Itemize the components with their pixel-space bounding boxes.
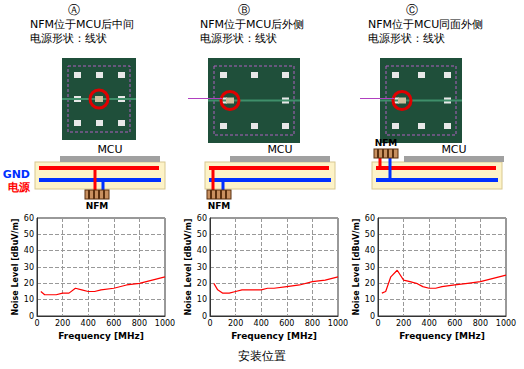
svg-text:Frequency [MHz]: Frequency [MHz] <box>58 331 144 341</box>
svg-text:400: 400 <box>81 319 96 328</box>
svg-text:安装位置: 安装位置 <box>238 349 286 363</box>
svg-text:1000: 1000 <box>496 319 516 328</box>
svg-text:NFM: NFM <box>375 138 398 148</box>
svg-text:NFM: NFM <box>86 201 109 211</box>
svg-text:20: 20 <box>365 279 375 288</box>
svg-text:电源: 电源 <box>8 181 31 194</box>
svg-text:200: 200 <box>55 319 70 328</box>
svg-text:10: 10 <box>365 295 375 304</box>
svg-text:50: 50 <box>24 230 34 239</box>
svg-text:Frequency [MHz]: Frequency [MHz] <box>399 331 485 341</box>
svg-text:600: 600 <box>106 319 121 328</box>
svg-text:200: 200 <box>396 319 411 328</box>
svg-text:800: 800 <box>132 319 147 328</box>
svg-text:Noise Level [dBuV/m]: Noise Level [dBuV/m] <box>352 219 361 316</box>
svg-text:MCU: MCU <box>441 143 466 156</box>
svg-text:0: 0 <box>34 319 39 328</box>
svg-text:30: 30 <box>24 263 34 272</box>
svg-text:1000: 1000 <box>155 319 175 328</box>
svg-text:Ⓐ: Ⓐ <box>68 3 80 17</box>
svg-text:40: 40 <box>365 246 375 255</box>
svg-text:40: 40 <box>197 246 207 255</box>
svg-text:10: 10 <box>197 295 207 304</box>
svg-text:800: 800 <box>305 319 320 328</box>
svg-text:10: 10 <box>24 295 34 304</box>
svg-text:0: 0 <box>29 312 34 321</box>
svg-text:400: 400 <box>254 319 269 328</box>
svg-text:30: 30 <box>197 263 207 272</box>
svg-text:MCU: MCU <box>97 143 122 156</box>
svg-text:电源形状：线状: 电源形状：线状 <box>368 32 445 45</box>
svg-text:60: 60 <box>197 214 207 223</box>
svg-text:0: 0 <box>207 319 212 328</box>
svg-text:1000: 1000 <box>328 319 348 328</box>
svg-text:800: 800 <box>473 319 488 328</box>
svg-text:NFM位于MCU同面外侧: NFM位于MCU同面外侧 <box>368 18 483 31</box>
svg-text:50: 50 <box>365 230 375 239</box>
svg-text:电源形状：线状: 电源形状：线状 <box>200 32 277 45</box>
svg-text:电源形状：线状: 电源形状：线状 <box>30 32 107 45</box>
svg-text:0: 0 <box>370 312 375 321</box>
svg-text:Noise Level [dBuV/m]: Noise Level [dBuV/m] <box>11 219 20 316</box>
svg-text:20: 20 <box>197 279 207 288</box>
svg-text:30: 30 <box>365 263 375 272</box>
svg-text:MCU: MCU <box>267 143 292 156</box>
svg-text:NFM位于MCU后中间: NFM位于MCU后中间 <box>30 18 134 31</box>
svg-text:Noise Level [dBuV/m]: Noise Level [dBuV/m] <box>184 219 193 316</box>
svg-text:40: 40 <box>24 246 34 255</box>
svg-text:20: 20 <box>24 279 34 288</box>
svg-text:Ⓑ: Ⓑ <box>238 3 250 17</box>
svg-text:Ⓒ: Ⓒ <box>406 3 418 17</box>
svg-text:0: 0 <box>375 319 380 328</box>
svg-text:60: 60 <box>24 214 34 223</box>
svg-text:600: 600 <box>447 319 462 328</box>
svg-text:NFM位于MCU后外侧: NFM位于MCU后外侧 <box>200 18 304 31</box>
svg-text:GND: GND <box>3 168 30 181</box>
svg-text:50: 50 <box>197 230 207 239</box>
svg-text:NFM: NFM <box>208 201 231 211</box>
svg-text:200: 200 <box>228 319 243 328</box>
svg-text:0: 0 <box>202 312 207 321</box>
svg-text:Frequency [MHz]: Frequency [MHz] <box>231 331 317 341</box>
svg-text:60: 60 <box>365 214 375 223</box>
svg-text:600: 600 <box>279 319 294 328</box>
svg-text:400: 400 <box>422 319 437 328</box>
